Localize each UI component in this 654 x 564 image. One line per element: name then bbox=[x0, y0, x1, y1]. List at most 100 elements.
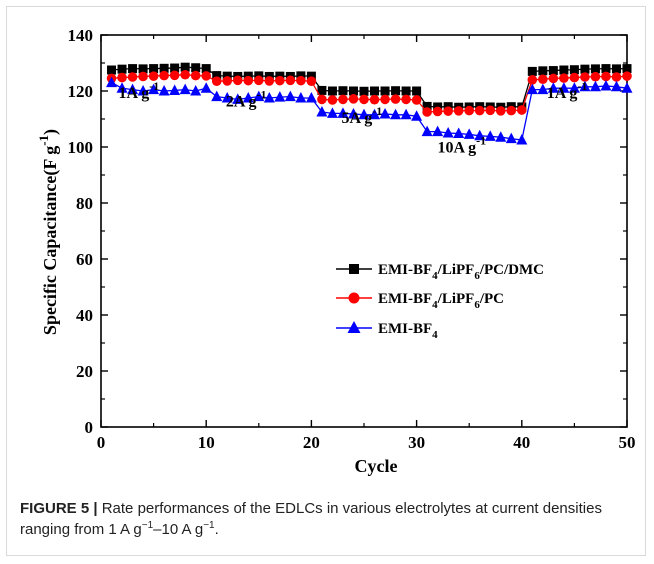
data-point-triangle bbox=[221, 92, 233, 103]
legend-item-bf4: EMI-BF4 bbox=[336, 321, 438, 341]
data-point-circle bbox=[232, 75, 243, 86]
data-point-circle bbox=[264, 76, 275, 86]
data-point-circle bbox=[601, 71, 611, 82]
data-point-square bbox=[370, 86, 380, 96]
data-point-circle bbox=[464, 105, 475, 116]
data-point-triangle bbox=[600, 79, 612, 91]
y-tick-label: 100 bbox=[68, 138, 94, 157]
data-point-circle bbox=[559, 73, 569, 83]
series-layer bbox=[106, 62, 633, 145]
data-point-circle bbox=[401, 94, 411, 105]
current-density-exponent: -1 bbox=[577, 79, 587, 93]
y-tick-label: 0 bbox=[85, 418, 94, 437]
data-point-triangle bbox=[242, 92, 254, 103]
data-point-triangle bbox=[347, 107, 359, 119]
data-point-square bbox=[191, 63, 201, 73]
data-point-circle bbox=[453, 106, 464, 116]
data-point-square bbox=[580, 64, 590, 74]
x-axis-ticks: 0 10 20 30 40 50 bbox=[97, 35, 636, 452]
data-point-circle bbox=[327, 95, 338, 105]
current-density-exponent: -1 bbox=[149, 79, 159, 93]
data-point-circle bbox=[159, 70, 169, 81]
data-point-triangle bbox=[316, 106, 328, 117]
data-point-square bbox=[611, 64, 621, 74]
data-point-circle bbox=[548, 73, 559, 84]
data-point-square bbox=[338, 86, 348, 96]
data-point-triangle bbox=[421, 125, 433, 137]
data-point-triangle bbox=[106, 76, 118, 88]
x-tick-label: 40 bbox=[513, 433, 530, 452]
legend-item-pc: EMI-BF4/LiPF6/PC bbox=[336, 291, 504, 311]
current-density-value: 5A g bbox=[342, 110, 373, 127]
svg-text:EMI-BF4: EMI-BF4 bbox=[378, 321, 438, 341]
data-point-triangle bbox=[295, 92, 307, 103]
data-point-circle bbox=[348, 94, 359, 104]
current-density-label: 10A g-1 bbox=[438, 134, 487, 157]
data-point-circle bbox=[148, 71, 159, 81]
data-point-square bbox=[317, 85, 327, 95]
y-axis-title-sup: -1 bbox=[36, 135, 51, 146]
series-2 bbox=[106, 69, 632, 117]
legend-item-pc-dmc: EMI-BF4/LiPF6/PC/DMC bbox=[336, 262, 544, 282]
data-point-square bbox=[527, 66, 537, 76]
data-point-triangle bbox=[579, 80, 591, 92]
data-point-circle bbox=[611, 72, 622, 82]
current-density-value: 10A g bbox=[438, 140, 477, 157]
data-point-triangle bbox=[200, 82, 212, 93]
current-density-value: 1A g bbox=[547, 85, 578, 102]
data-point-triangle bbox=[400, 108, 412, 120]
y-tick-label: 40 bbox=[76, 306, 93, 325]
data-point-circle bbox=[590, 71, 601, 82]
data-point-triangle bbox=[326, 107, 338, 118]
y-axis-title: Specific Capacitance(F g-1) bbox=[36, 129, 61, 335]
legend-marker-triangle bbox=[347, 321, 361, 333]
data-point-circle bbox=[390, 94, 401, 104]
current-density-exponent: -1 bbox=[257, 87, 267, 101]
data-point-triangle bbox=[263, 92, 275, 103]
data-point-square bbox=[201, 64, 211, 74]
x-tick-label: 0 bbox=[97, 433, 106, 452]
data-point-circle bbox=[422, 107, 432, 117]
svg-text:EMI-BF4/LiPF6/PC/DMC: EMI-BF4/LiPF6/PC/DMC bbox=[378, 262, 544, 282]
current-density-exponent: -1 bbox=[372, 104, 382, 118]
data-point-triangle bbox=[169, 84, 181, 95]
data-point-square bbox=[159, 63, 169, 73]
data-point-square bbox=[401, 86, 411, 96]
figure-caption: FIGURE 5 | Rate performances of the EDLC… bbox=[20, 498, 630, 540]
data-point-circle bbox=[169, 70, 180, 81]
current-density-value: 1A g bbox=[119, 85, 150, 102]
data-point-circle bbox=[138, 71, 148, 82]
data-point-triangle bbox=[589, 80, 601, 92]
data-point-circle bbox=[338, 94, 348, 105]
data-point-triangle bbox=[305, 92, 317, 103]
data-point-triangle bbox=[516, 134, 528, 145]
data-point-triangle bbox=[179, 83, 191, 95]
legend-marker-square bbox=[349, 264, 359, 274]
data-point-triangle bbox=[453, 127, 465, 139]
data-point-square bbox=[359, 86, 369, 96]
data-point-square bbox=[128, 64, 138, 74]
y-axis-title-main: Specific Capacitance(F g bbox=[40, 146, 61, 335]
svg-text:EMI-BF4/LiPF6/PC: EMI-BF4/LiPF6/PC bbox=[378, 291, 504, 311]
data-point-triangle bbox=[211, 90, 223, 102]
data-point-square bbox=[590, 64, 600, 74]
y-tick-label: 20 bbox=[76, 362, 93, 381]
series-3 bbox=[106, 76, 633, 145]
data-point-circle bbox=[190, 70, 201, 81]
current-density-exponent: -1 bbox=[476, 134, 486, 148]
data-point-square bbox=[548, 66, 558, 76]
caption-label: FIGURE 5 | bbox=[20, 500, 98, 517]
data-point-circle bbox=[253, 75, 264, 86]
data-point-triangle bbox=[137, 85, 149, 96]
data-point-triangle bbox=[116, 82, 128, 93]
data-point-circle bbox=[380, 94, 390, 105]
current-density-value: 2A g bbox=[226, 93, 257, 110]
data-point-circle bbox=[517, 105, 527, 115]
data-point-square bbox=[601, 64, 611, 74]
current-density-label: 5A g-1 bbox=[342, 104, 383, 127]
data-point-circle bbox=[527, 75, 538, 85]
data-point-square bbox=[412, 86, 422, 96]
caption-text-1: Rate performances of the EDLCs in variou… bbox=[20, 500, 602, 538]
data-point-triangle bbox=[610, 80, 622, 92]
